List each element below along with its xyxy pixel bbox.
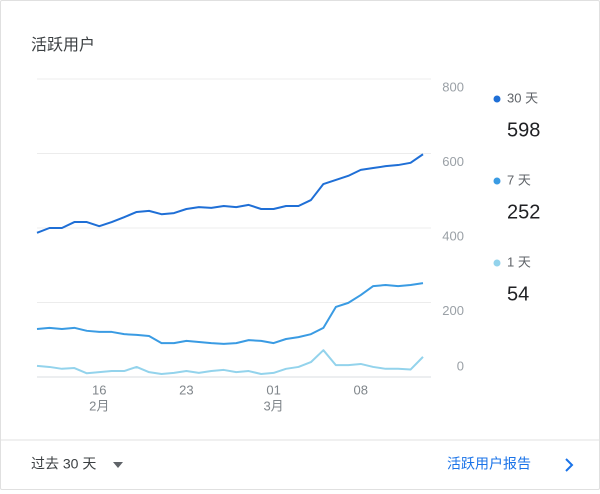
legend-dot xyxy=(493,259,501,267)
chevron xyxy=(565,458,574,472)
y-tick-label: 600 xyxy=(442,154,464,169)
range-label[interactable]: 过去 30 天 xyxy=(31,456,96,472)
y-tick-label: 400 xyxy=(442,228,464,243)
legend-dot xyxy=(493,177,501,185)
x-tick-label: 01 xyxy=(266,382,280,397)
y-tick-label: 200 xyxy=(442,303,464,318)
report-link-label[interactable]: 活跃用户报告 xyxy=(447,456,531,472)
legend-dot xyxy=(493,95,501,103)
series-line xyxy=(36,153,424,234)
legend-name: 7 天 xyxy=(507,172,531,187)
dropdown-arrow xyxy=(113,462,123,468)
report-link[interactable]: 活跃用户报告 xyxy=(447,456,574,472)
y-tick-label: 0 xyxy=(457,358,464,373)
range-dropdown[interactable]: 过去 30 天 xyxy=(31,456,123,472)
x-tick-label: 23 xyxy=(179,382,193,397)
legend-value: 54 xyxy=(507,283,529,305)
y-tick-label: 800 xyxy=(442,79,464,94)
x-tick-label: 16 xyxy=(92,382,106,397)
x-tick-sublabel: 2月 xyxy=(89,398,109,413)
series-line xyxy=(36,282,424,345)
legend-value: 598 xyxy=(507,119,540,141)
x-tick-label: 08 xyxy=(354,382,368,397)
x-tick-sublabel: 3月 xyxy=(263,398,283,413)
legend-name: 1 天 xyxy=(507,254,531,269)
legend-name: 30 天 xyxy=(507,90,538,105)
legend-value: 252 xyxy=(507,201,540,223)
series-line xyxy=(36,349,424,376)
chart-title: 活跃用户 xyxy=(31,36,95,54)
